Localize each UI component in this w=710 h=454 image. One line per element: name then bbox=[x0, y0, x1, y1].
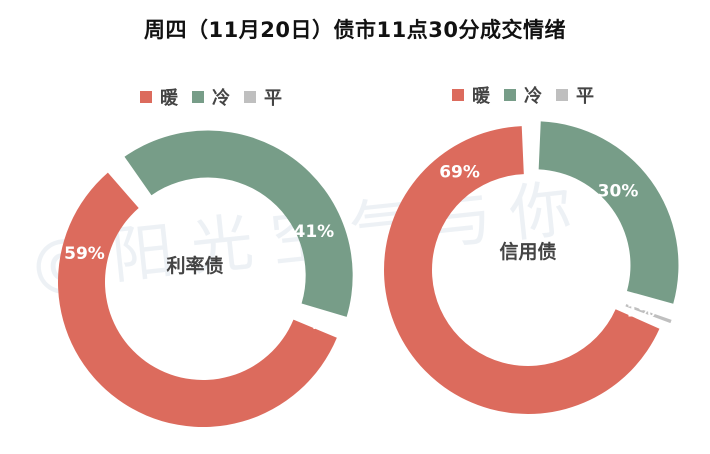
legend-item-0: 暖 bbox=[140, 84, 178, 110]
donut-segment-平 bbox=[625, 304, 672, 324]
legend-item-2: 平 bbox=[556, 82, 594, 108]
donut-segment-冷 bbox=[124, 130, 353, 317]
donut-segment-暖 bbox=[57, 172, 337, 427]
legend-swatch bbox=[244, 91, 256, 103]
chart-title: 周四（11月20日）债市11点30分成交情绪 bbox=[144, 18, 566, 42]
center-label: 利率债 bbox=[166, 254, 223, 277]
legend-swatch bbox=[504, 89, 516, 101]
legend-item-1: 冷 bbox=[504, 82, 542, 108]
value-label: 59% bbox=[64, 244, 105, 264]
legend-label: 暖 bbox=[472, 86, 490, 107]
legend-left: 暖冷平 bbox=[140, 84, 282, 110]
legend-label: 平 bbox=[576, 86, 594, 107]
legend-label: 暖 bbox=[160, 88, 178, 109]
legend-label: 平 bbox=[264, 88, 282, 109]
donut-segment-冷 bbox=[538, 121, 679, 304]
legend-item-2: 平 bbox=[244, 84, 282, 110]
donut-segment-暖 bbox=[383, 126, 660, 414]
legend-swatch bbox=[556, 89, 568, 101]
value-label: 41% bbox=[294, 222, 335, 242]
legend-right: 暖冷平 bbox=[452, 82, 594, 108]
center-label: 信用债 bbox=[499, 240, 556, 263]
legend-label: 冷 bbox=[212, 88, 230, 109]
legend-label: 冷 bbox=[524, 86, 542, 107]
legend-item-1: 冷 bbox=[192, 84, 230, 110]
legend-swatch bbox=[192, 91, 204, 103]
legend-item-0: 暖 bbox=[452, 82, 490, 108]
value-label: 69% bbox=[439, 162, 480, 182]
legend-swatch bbox=[140, 91, 152, 103]
legend-swatch bbox=[452, 89, 464, 101]
value-label: % bbox=[309, 314, 326, 334]
value-label: 30% bbox=[598, 182, 639, 202]
value-label: 1% bbox=[626, 302, 655, 322]
